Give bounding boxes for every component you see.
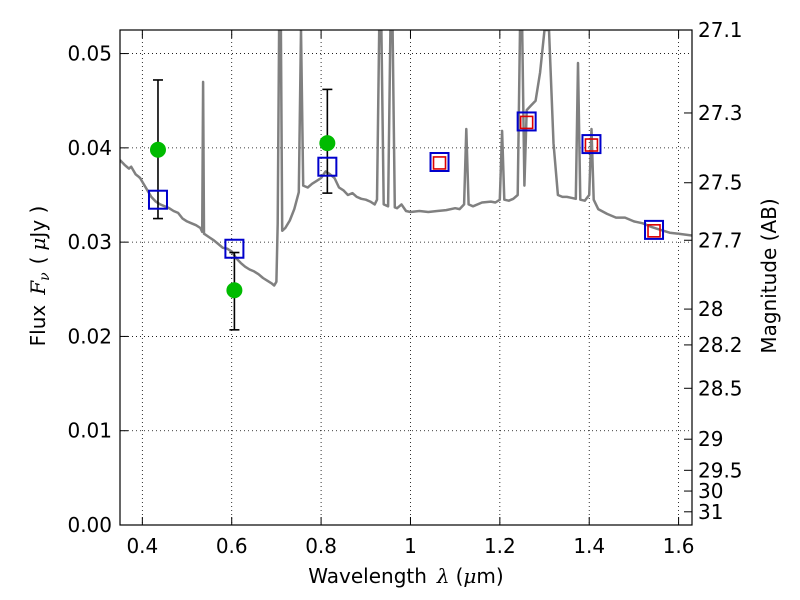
y-tick-label: 0.02 (67, 324, 112, 348)
y2-axis-label: Magnitude (AB) (757, 198, 781, 353)
marker-layer (147, 79, 665, 331)
y2-tick-label: 30 (698, 479, 723, 503)
red-square-marker (432, 156, 447, 170)
y2-tick-label: 27.7 (698, 228, 743, 252)
blue-square-marker (317, 156, 338, 177)
blue-square-marker (429, 152, 450, 172)
green-dot-marker (319, 135, 336, 152)
y-tick-label: 0.05 (67, 42, 112, 66)
y2-tick-label: 28.5 (698, 376, 743, 400)
y2-tick-label: 29 (698, 427, 723, 451)
green-dot-marker (149, 141, 166, 158)
y2-tick-label: 28 (698, 297, 723, 321)
y-tick-label: 0.03 (67, 230, 112, 254)
blue-square-marker (147, 189, 168, 210)
y-axis-label: FluxFν(μJy ) (26, 206, 53, 347)
spectrum-layer (120, 30, 692, 287)
y2-tick-label: 29.5 (698, 458, 743, 482)
y2-tick-label: 27.1 (698, 18, 743, 42)
blue-square-marker (224, 238, 245, 259)
x-axis: 0.4 0.6 0.8 1 1.2 1.4 1.6 (126, 30, 695, 558)
x-tick-label: 1.2 (484, 534, 516, 558)
y-tick-label: 0.01 (67, 419, 112, 443)
blue-square-marker (581, 134, 602, 155)
red-square-marker (647, 224, 661, 238)
x-tick-label: 1.6 (663, 534, 695, 558)
plot-frame (119, 29, 693, 526)
y2-tick-label: 27.3 (698, 101, 743, 125)
x-tick-label: 0.6 (216, 534, 248, 558)
y-axis: 0.00 0.01 0.02 0.03 0.04 0.05 (67, 42, 128, 537)
x-tick-label: 1.4 (573, 534, 605, 558)
x-tick-label: 1 (404, 534, 417, 558)
blue-square-marker (516, 111, 537, 132)
y2-tick-label: 28.2 (698, 333, 743, 357)
y-tick-label: 0.04 (67, 136, 112, 160)
y-tick-label: 0.00 (67, 513, 112, 537)
x-tick-label: 0.4 (126, 534, 158, 558)
red-square-marker (584, 138, 599, 152)
x-tick-label: 0.8 (305, 534, 337, 558)
green-dot-marker (226, 282, 243, 299)
spectrum-line (120, 30, 692, 287)
x-axis-label: Wavelength λ (μm) (308, 564, 503, 588)
blue-square-marker (644, 219, 665, 240)
y2-tick-label: 31 (698, 500, 723, 524)
red-square-marker (519, 115, 534, 130)
y2-tick-label: 27.5 (698, 171, 743, 195)
grid (120, 30, 692, 526)
